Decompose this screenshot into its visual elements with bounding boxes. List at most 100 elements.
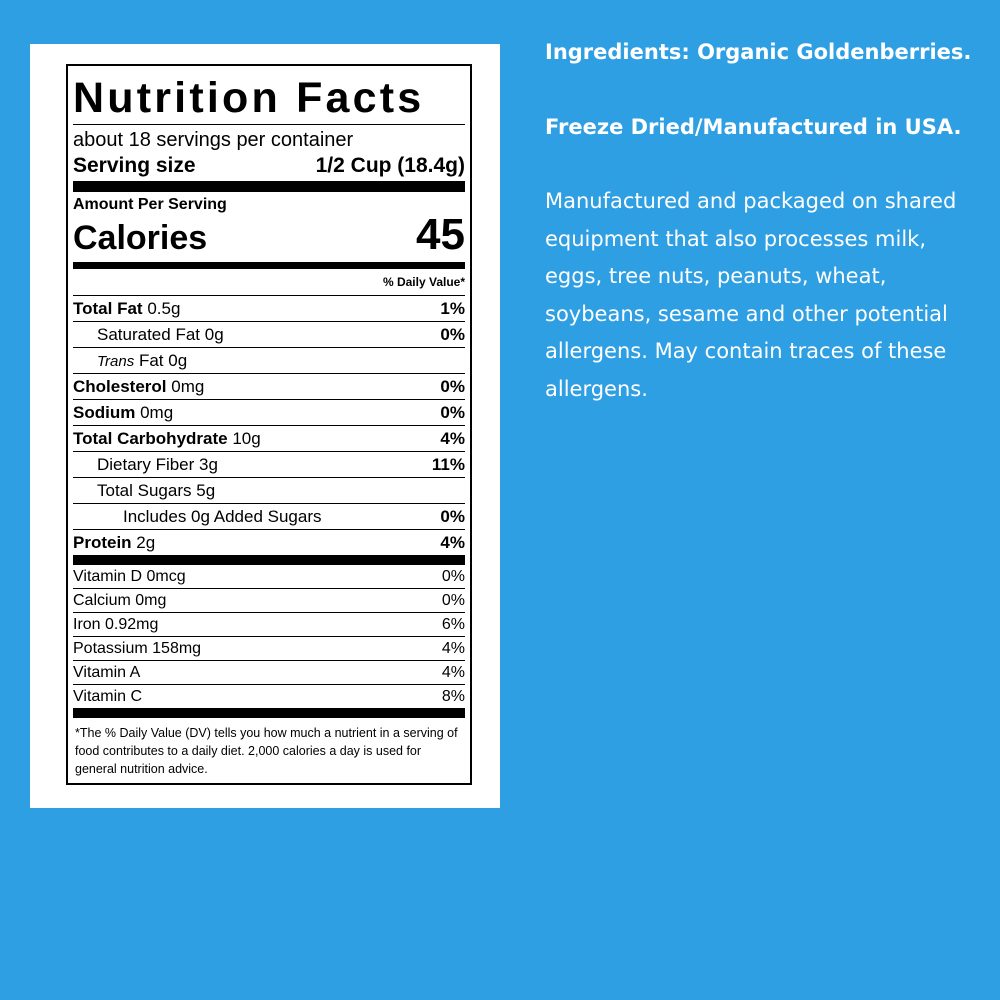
nutrient-left: Total Carbohydrate 10g xyxy=(73,426,261,451)
nutrient-left: Total Fat 0.5g xyxy=(73,296,180,321)
nutrient-dv: 0% xyxy=(440,403,465,422)
nutrient-amount: 3g xyxy=(199,455,218,474)
thick-divider xyxy=(73,262,465,269)
vitamin-row: Vitamin D 0mcg 0% xyxy=(73,565,465,588)
serving-size-label: Serving size xyxy=(73,154,196,177)
nutrient-row: Protein 2g 4% xyxy=(73,529,465,555)
vitamin-dv: 8% xyxy=(441,688,465,705)
nutrient-dv: 0% xyxy=(440,507,465,526)
nutrient-amount: 2g xyxy=(136,533,156,552)
calories-row: Calories 45 xyxy=(73,210,465,259)
nutrient-left: Sodium 0mg xyxy=(73,400,173,425)
serving-size-row: Serving size 1/2 Cup (18.4g) xyxy=(73,153,465,179)
vitamin-name: Vitamin C xyxy=(73,688,143,705)
thick-divider xyxy=(73,555,465,565)
vitamin-left: Vitamin A xyxy=(73,661,140,684)
vitamin-row: Calcium 0mg 0% xyxy=(73,588,465,612)
nutrient-row: Includes 0g Added Sugars 0% xyxy=(73,503,465,529)
nutrient-amount: 0.5g xyxy=(147,299,181,318)
nutrient-left: Cholesterol 0mg xyxy=(73,374,204,399)
nutrient-dv: 11% xyxy=(431,455,465,474)
nutrients: Total Fat 0.5g 1% Saturated Fat 0g 0% Trans … xyxy=(73,295,465,555)
calories-label: Calories xyxy=(73,219,208,257)
nutrient-name-italic: Trans xyxy=(97,353,135,370)
vitamin-amount: 158mg xyxy=(152,640,202,657)
vitamin-amount: 0.92mg xyxy=(105,616,159,633)
nutrient-row: Sodium 0mg 0% xyxy=(73,399,465,425)
origin: Freeze Dried/Manufactured in USA. xyxy=(545,114,962,139)
vitamin-dv: 4% xyxy=(441,640,465,657)
calories: 45 xyxy=(416,210,465,259)
vitamin-name: Calcium xyxy=(73,592,131,609)
vitamin-name: Iron xyxy=(73,616,101,633)
nutrient-left: Total Sugars 5g xyxy=(73,478,215,503)
nutrient-name: Saturated Fat xyxy=(97,325,201,344)
nutrient-name: Sodium xyxy=(73,403,136,422)
nutrient-row: Cholesterol 0mg 0% xyxy=(73,373,465,399)
label-title: Nutrition Facts xyxy=(73,74,425,122)
vitamin-dv: 0% xyxy=(441,592,465,609)
nutrient-dv: 0% xyxy=(440,377,465,396)
vitamin-row: Vitamin C 8% xyxy=(73,684,465,708)
nutrition-label: Nutrition Facts about 18 servings per co… xyxy=(66,64,472,785)
vitamin-amount: 0mg xyxy=(135,592,167,609)
nutrient-name: Fat xyxy=(138,351,164,370)
footnote: *The % Daily Value (DV) tells you how mu… xyxy=(75,726,458,776)
vitamin-name: Potassium xyxy=(73,640,148,657)
nutrient-name: Total Fat xyxy=(73,299,143,318)
vitamin-left: Calcium 0mg xyxy=(73,589,166,612)
vitamin-left: Potassium 158mg xyxy=(73,637,201,660)
nutrient-row: Trans Fat 0g xyxy=(73,347,465,373)
nutrient-name: Dietary Fiber xyxy=(97,455,195,474)
vitamin-left: Vitamin D 0mcg xyxy=(73,565,186,588)
serving-size: 1/2 Cup (18.4g) xyxy=(315,154,465,177)
nutrient-row: Saturated Fat 0g 0% xyxy=(73,321,465,347)
vitamin-name: Vitamin D xyxy=(73,568,143,585)
thick-divider xyxy=(73,181,465,192)
vitamins: Vitamin D 0mcg 0% Calcium 0mg 0% Iron 0.92mg… xyxy=(73,565,465,708)
nutrient-left: Dietary Fiber 3g xyxy=(73,452,218,477)
vitamin-name: Vitamin A xyxy=(73,664,141,681)
nutrient-dv: 4% xyxy=(440,429,465,448)
nutrient-dv: 1% xyxy=(440,299,465,318)
nutrient-row: Dietary Fiber 3g 11% xyxy=(73,451,465,477)
info-panel: Ingredients: Organic Goldenberries. Free… xyxy=(545,34,985,445)
vitamin-left: Vitamin C xyxy=(73,685,142,708)
label-card: Nutrition Facts about 18 servings per co… xyxy=(30,44,500,808)
nutrient-amount: 0mg xyxy=(171,377,205,396)
thick-divider xyxy=(73,708,465,718)
vitamin-amount: 0mcg xyxy=(146,568,186,585)
ingredients: Ingredients: Organic Goldenberries. xyxy=(545,40,972,64)
nutrient-amount: 0g xyxy=(204,325,224,344)
nutrient-name: Total Carbohydrate xyxy=(73,429,228,448)
nutrient-amount: 0mg xyxy=(140,403,174,422)
nutrient-dv: 4% xyxy=(440,533,465,552)
nutrient-name: Protein xyxy=(73,533,132,552)
nutrient-left: Includes 0g Added Sugars xyxy=(73,504,321,529)
vitamin-dv: 4% xyxy=(441,664,465,681)
nutrient-name: Cholesterol xyxy=(73,377,167,396)
vitamin-left: Iron 0.92mg xyxy=(73,613,158,636)
allergens: Manufactured and packaged on shared equi… xyxy=(545,189,957,401)
daily-value-header: % Daily Value* xyxy=(382,275,465,289)
divider xyxy=(73,124,465,125)
vitamin-row: Potassium 158mg 4% xyxy=(73,636,465,660)
nutrient-dv: 0% xyxy=(440,325,465,344)
vitamin-row: Vitamin A 4% xyxy=(73,660,465,684)
nutrient-amount: 0g xyxy=(168,351,188,370)
nutrient-name: Total Sugars xyxy=(97,481,192,500)
servings: about 18 servings per container xyxy=(73,129,354,151)
nutrient-name: Includes 0g Added Sugars xyxy=(123,507,322,526)
vitamin-dv: 6% xyxy=(441,616,465,633)
nutrient-left: Protein 2g xyxy=(73,530,155,555)
nutrient-row: Total Sugars 5g xyxy=(73,477,465,503)
nutrient-left: Trans Fat 0g xyxy=(73,348,187,373)
nutrient-row: Total Carbohydrate 10g 4% xyxy=(73,425,465,451)
nutrient-amount: 5g xyxy=(196,481,216,500)
nutrient-amount: 10g xyxy=(232,429,261,448)
nutrient-row: Total Fat 0.5g 1% xyxy=(73,295,465,321)
vitamin-row: Iron 0.92mg 6% xyxy=(73,612,465,636)
vitamin-dv: 0% xyxy=(441,568,465,585)
amount-per-serving: Amount Per Serving xyxy=(73,196,227,213)
